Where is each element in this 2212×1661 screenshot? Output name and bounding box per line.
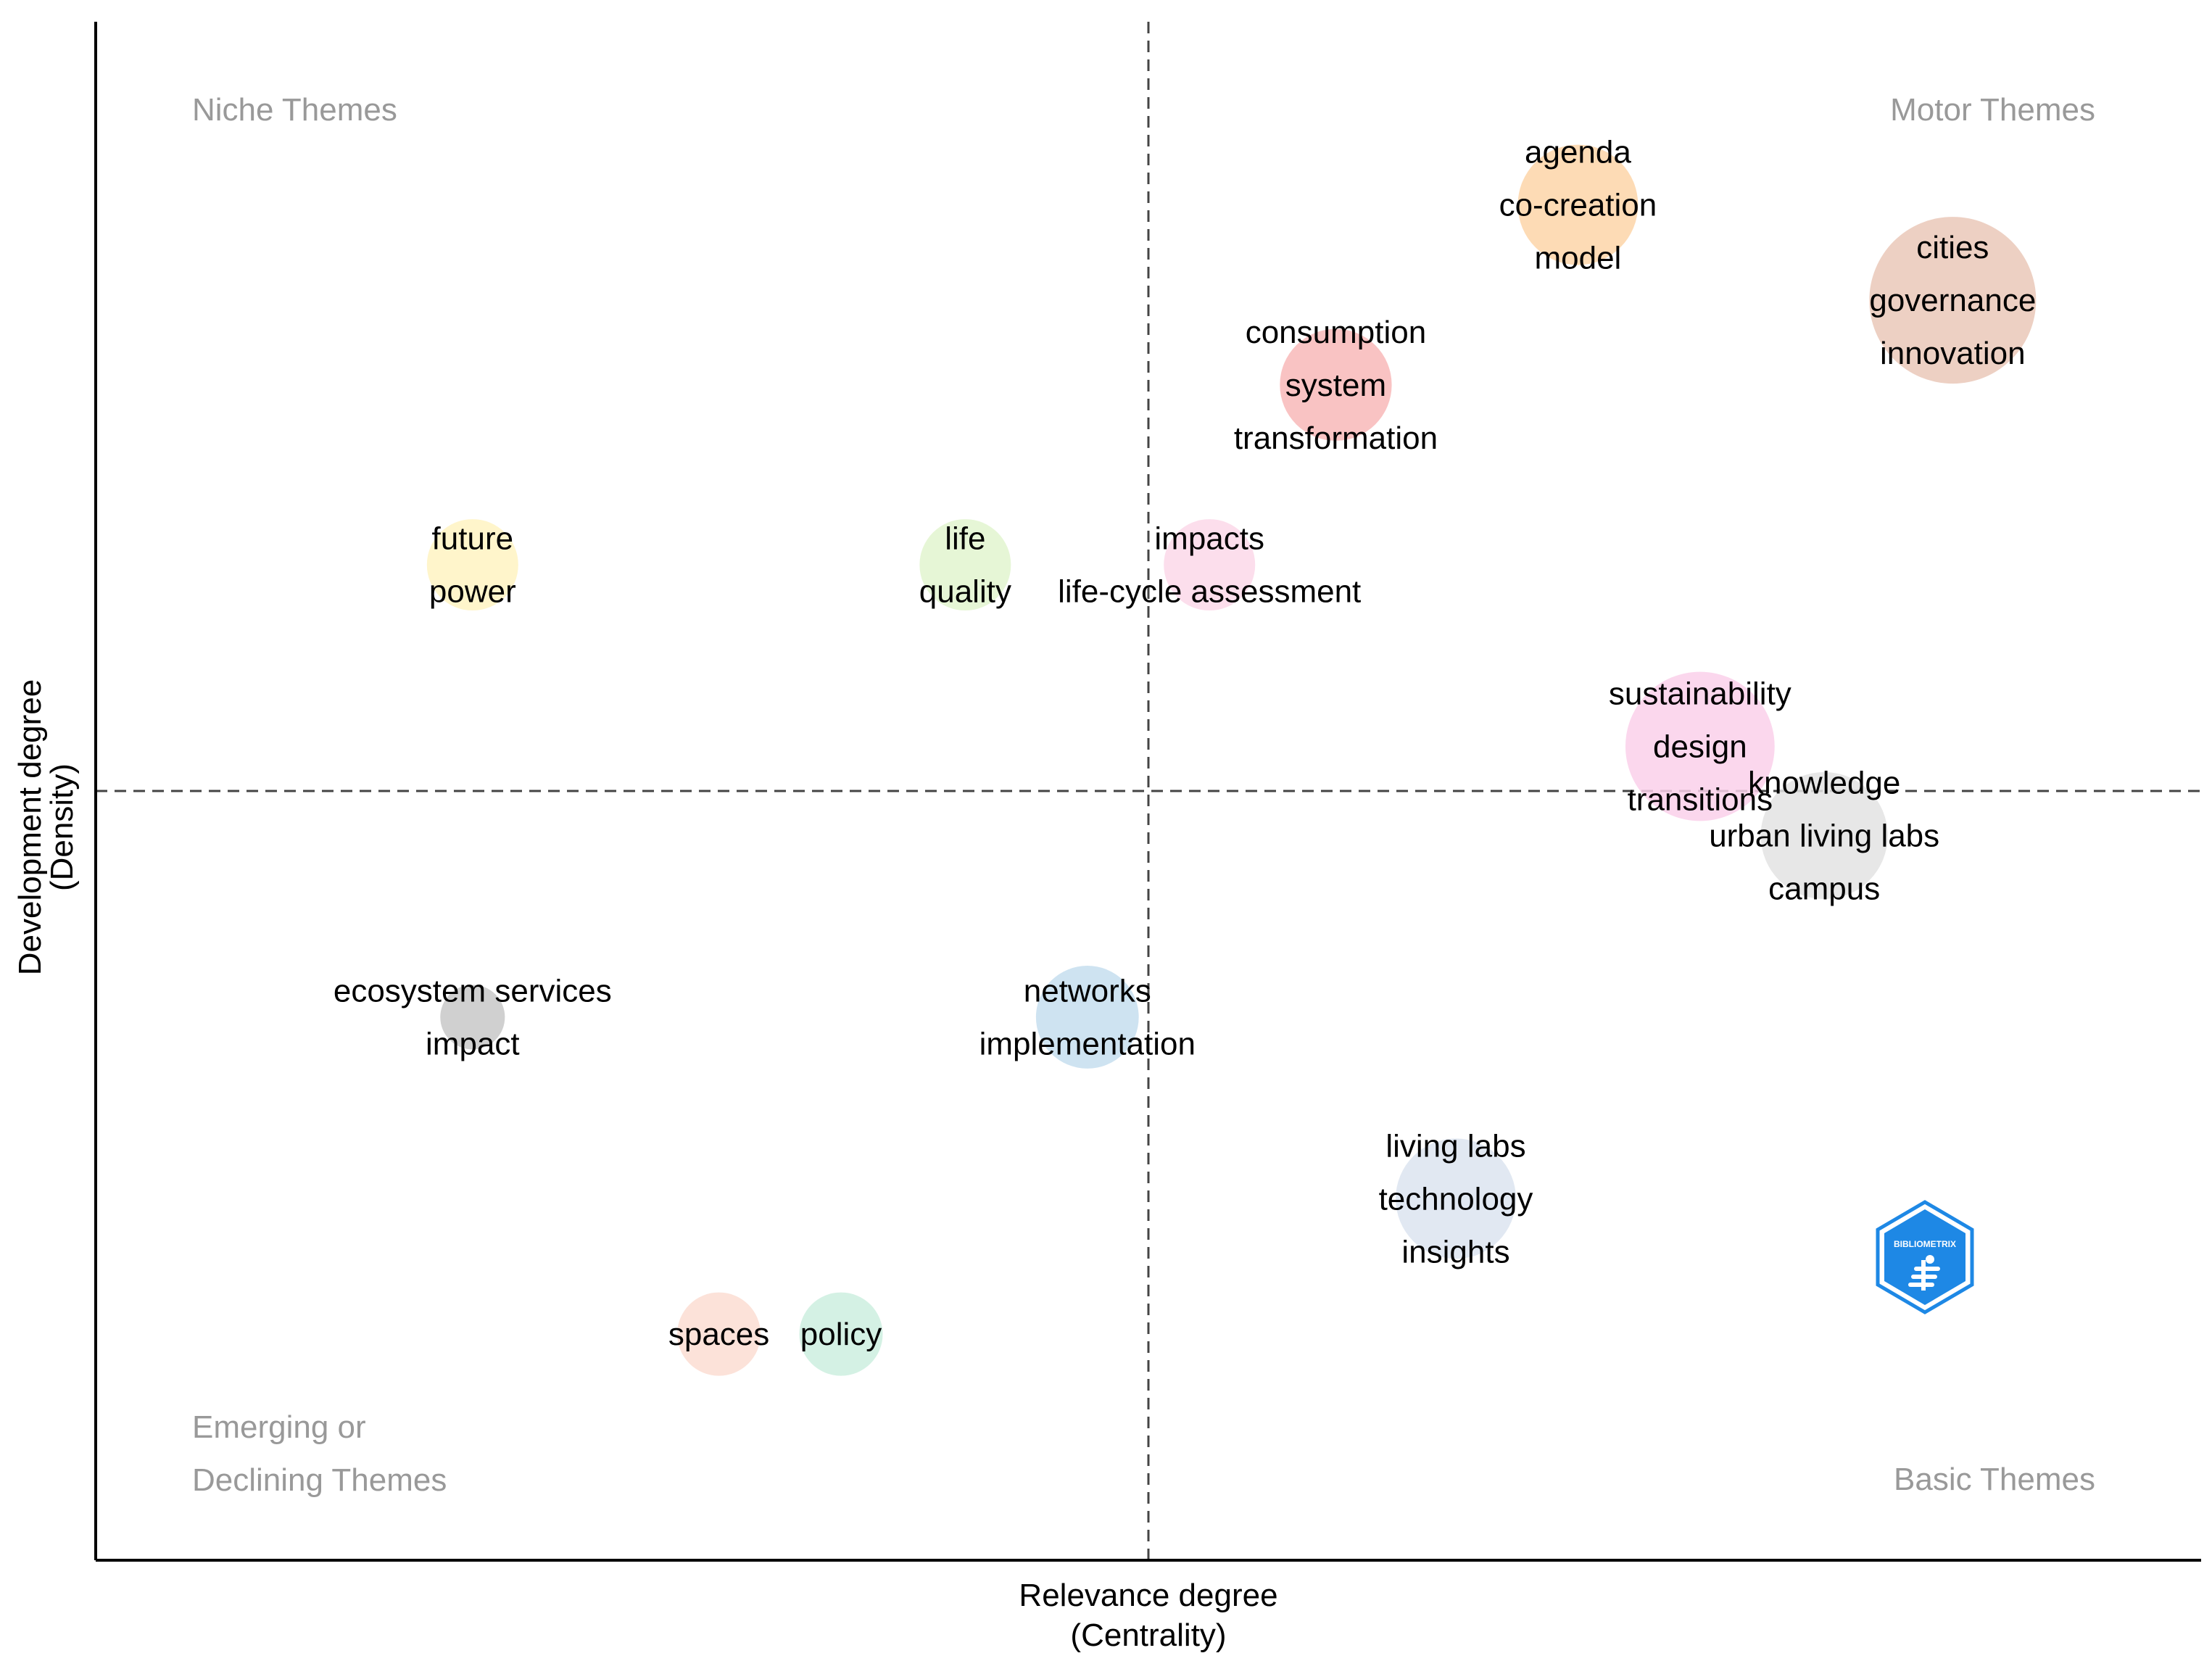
logo-hexagon-inner (1884, 1209, 1965, 1305)
cluster-bubble[interactable] (1517, 144, 1639, 265)
cluster-label: campus (1768, 871, 1880, 907)
cluster-bubble[interactable] (1396, 1138, 1516, 1259)
cluster-bubble[interactable] (1280, 328, 1392, 441)
logo-text: BIBLIOMETRIX (1894, 1239, 1956, 1249)
cluster-label: model (1534, 241, 1621, 276)
logo-figure-icon (1908, 1255, 1940, 1291)
cluster-label: consumption (1246, 315, 1426, 350)
cluster-label: ecosystem services (334, 973, 612, 1008)
cluster-label: life (945, 521, 985, 557)
cluster-bubble[interactable] (1035, 966, 1139, 1069)
cluster-label: living labs (1385, 1128, 1525, 1164)
quadrant-label-emerging: Declining Themes (192, 1462, 447, 1498)
quadrant-label-basic: Basic Themes (1894, 1462, 2095, 1497)
cluster-label: future (432, 521, 514, 557)
axes (94, 22, 2201, 1562)
cluster-labels: agenda co-creation model cities governance in… (334, 135, 2036, 1353)
cluster-label: quality (919, 574, 1011, 610)
cluster-label: innovation (1880, 336, 2026, 371)
cluster-bubble[interactable] (440, 985, 505, 1050)
cluster-label: insights (1401, 1234, 1509, 1269)
cluster-bubble[interactable] (799, 1292, 883, 1376)
quadrant-label-niche: Niche Themes (192, 92, 397, 128)
cluster-bubble[interactable] (1760, 771, 1888, 900)
x-axis-title: (Centrality) (1070, 1617, 1226, 1653)
cluster-label: urban living labs (1709, 819, 1939, 854)
cluster-label: knowledge (1748, 766, 1900, 801)
cluster-label: transformation (1234, 421, 1438, 456)
cluster-label: system (1285, 368, 1386, 403)
cluster-bubble[interactable] (1869, 217, 2037, 384)
y-axis-title: Development degree (12, 679, 48, 975)
quadrant-labels: Niche Themes Motor Themes Emerging or Decli… (192, 92, 2095, 1498)
quadrant-label-motor: Motor Themes (1890, 92, 2095, 128)
bibliometrix-logo: BIBLIOMETRIX (1876, 1200, 1974, 1314)
cluster-bubble[interactable] (919, 519, 1011, 611)
cluster-label: spaces (668, 1317, 769, 1352)
quadrant-label-emerging: Emerging or (192, 1409, 366, 1445)
cluster-label: governance (1869, 283, 2036, 318)
cluster-bubble[interactable] (677, 1292, 761, 1376)
cluster-label: agenda (1525, 135, 1631, 170)
y-axis-title: (Density) (44, 763, 80, 891)
cluster-label: implementation (979, 1026, 1196, 1061)
cluster-label: co-creation (1499, 188, 1657, 223)
cluster-bubbles (426, 144, 2037, 1376)
cluster-label: policy (800, 1317, 882, 1352)
cluster-label: design (1653, 729, 1747, 764)
cluster-bubble[interactable] (1625, 671, 1775, 821)
cluster-label: life-cycle assessment (1058, 574, 1361, 610)
cluster-label: power (429, 574, 516, 610)
cluster-label: impacts (1154, 521, 1264, 557)
cluster-bubble[interactable] (426, 519, 518, 611)
cluster-label: cities (1916, 230, 1989, 265)
x-axis-title: Relevance degree (1019, 1578, 1277, 1613)
cluster-label: sustainability (1609, 676, 1791, 711)
cluster-label: technology (1379, 1181, 1533, 1217)
cluster-label: transitions (1628, 782, 1773, 817)
cluster-label: networks (1024, 973, 1151, 1008)
cluster-label: impact (426, 1026, 520, 1061)
axis-titles: Relevance degree (Centrality) Development … (12, 679, 1278, 1653)
cluster-bubble[interactable] (1164, 519, 1256, 611)
